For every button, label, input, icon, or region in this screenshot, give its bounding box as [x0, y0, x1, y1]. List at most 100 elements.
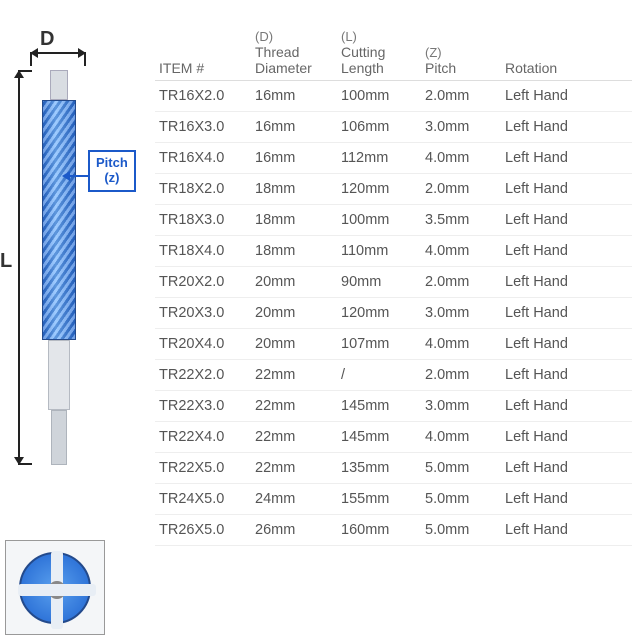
- cell-l: 107mm: [337, 329, 421, 360]
- cell-l: 106mm: [337, 112, 421, 143]
- cell-z: 2.0mm: [421, 360, 501, 391]
- cell-d: 20mm: [251, 267, 337, 298]
- col-pitch: (Z) Pitch: [421, 25, 501, 81]
- cell-r: Left Hand: [501, 81, 632, 112]
- cell-d: 18mm: [251, 236, 337, 267]
- col-z-label: Pitch: [425, 60, 456, 76]
- cell-z: 4.0mm: [421, 236, 501, 267]
- col-r-label: Rotation: [505, 60, 557, 76]
- cell-l: 100mm: [337, 81, 421, 112]
- cell-d: 20mm: [251, 329, 337, 360]
- cell-l: 100mm: [337, 205, 421, 236]
- cell-item: TR24X5.0: [155, 484, 251, 515]
- cell-item: TR18X2.0: [155, 174, 251, 205]
- table-row: TR22X2.022mm/2.0mmLeft Hand: [155, 360, 632, 391]
- col-l-sup: (L): [341, 29, 417, 44]
- cell-d: 22mm: [251, 391, 337, 422]
- cell-r: Left Hand: [501, 453, 632, 484]
- cell-item: TR22X4.0: [155, 422, 251, 453]
- page: D L Pitch (z) IT: [0, 0, 640, 640]
- table-row: TR20X2.020mm90mm2.0mmLeft Hand: [155, 267, 632, 298]
- cell-z: 3.0mm: [421, 391, 501, 422]
- tap-shank: [48, 340, 70, 410]
- table-row: TR26X5.026mm160mm5.0mmLeft Hand: [155, 515, 632, 546]
- cell-l: 160mm: [337, 515, 421, 546]
- cell-r: Left Hand: [501, 143, 632, 174]
- cell-z: 5.0mm: [421, 484, 501, 515]
- table-row: TR16X2.016mm100mm2.0mmLeft Hand: [155, 81, 632, 112]
- table-body: TR16X2.016mm100mm2.0mmLeft HandTR16X3.01…: [155, 81, 632, 546]
- pitch-label-line2: (z): [104, 170, 119, 185]
- cell-z: 3.5mm: [421, 205, 501, 236]
- table-row: TR24X5.024mm155mm5.0mmLeft Hand: [155, 484, 632, 515]
- cell-z: 4.0mm: [421, 329, 501, 360]
- cell-l: 110mm: [337, 236, 421, 267]
- cell-item: TR18X4.0: [155, 236, 251, 267]
- col-l-label: Cutting Length: [341, 44, 385, 76]
- table-row: TR20X3.020mm120mm3.0mmLeft Hand: [155, 298, 632, 329]
- col-item-label: ITEM #: [159, 60, 204, 76]
- tap-end-circle: [19, 552, 91, 624]
- cell-d: 22mm: [251, 360, 337, 391]
- cell-z: 5.0mm: [421, 515, 501, 546]
- pitch-label-line1: Pitch: [96, 155, 128, 170]
- spec-table: ITEM # (D) Thread Diameter (L) Cutting L…: [155, 25, 632, 546]
- cell-item: TR20X3.0: [155, 298, 251, 329]
- table-header: ITEM # (D) Thread Diameter (L) Cutting L…: [155, 25, 632, 81]
- col-length: (L) Cutting Length: [337, 25, 421, 81]
- cell-l: 120mm: [337, 298, 421, 329]
- cell-d: 18mm: [251, 174, 337, 205]
- cell-item: TR22X5.0: [155, 453, 251, 484]
- cell-z: 4.0mm: [421, 422, 501, 453]
- cell-item: TR16X3.0: [155, 112, 251, 143]
- cell-item: TR18X3.0: [155, 205, 251, 236]
- cell-z: 2.0mm: [421, 174, 501, 205]
- tap-square-drive: [51, 410, 67, 465]
- cell-r: Left Hand: [501, 391, 632, 422]
- cell-z: 3.0mm: [421, 298, 501, 329]
- cell-l: 135mm: [337, 453, 421, 484]
- table-row: TR22X5.022mm135mm5.0mmLeft Hand: [155, 453, 632, 484]
- col-item: ITEM #: [155, 25, 251, 81]
- cell-item: TR26X5.0: [155, 515, 251, 546]
- col-item-sup: [159, 45, 247, 60]
- tap-end-hole: [48, 581, 66, 599]
- cell-r: Left Hand: [501, 298, 632, 329]
- table-row: TR22X3.022mm145mm3.0mmLeft Hand: [155, 391, 632, 422]
- table-row: TR18X3.018mm100mm3.5mmLeft Hand: [155, 205, 632, 236]
- cell-r: Left Hand: [501, 329, 632, 360]
- col-r-sup: [505, 45, 628, 60]
- cell-d: 22mm: [251, 453, 337, 484]
- pitch-callout: Pitch (z): [88, 150, 136, 192]
- cell-item: TR16X4.0: [155, 143, 251, 174]
- tap-flutes: [42, 100, 76, 340]
- cell-item: TR20X2.0: [155, 267, 251, 298]
- cell-l: 155mm: [337, 484, 421, 515]
- cell-l: 145mm: [337, 422, 421, 453]
- l-dimension-label: L: [0, 250, 12, 273]
- cell-l: 90mm: [337, 267, 421, 298]
- cell-r: Left Hand: [501, 267, 632, 298]
- d-dimension-bracket: [30, 52, 86, 66]
- tap-graphic: [42, 70, 76, 465]
- spec-table-container: ITEM # (D) Thread Diameter (L) Cutting L…: [155, 0, 640, 640]
- cell-r: Left Hand: [501, 484, 632, 515]
- table-row: TR20X4.020mm107mm4.0mmLeft Hand: [155, 329, 632, 360]
- cell-r: Left Hand: [501, 174, 632, 205]
- cell-r: Left Hand: [501, 360, 632, 391]
- cell-d: 16mm: [251, 81, 337, 112]
- cell-r: Left Hand: [501, 236, 632, 267]
- col-diameter: (D) Thread Diameter: [251, 25, 337, 81]
- cell-l: 145mm: [337, 391, 421, 422]
- cell-r: Left Hand: [501, 205, 632, 236]
- cell-item: TR22X2.0: [155, 360, 251, 391]
- cell-z: 2.0mm: [421, 267, 501, 298]
- tap-diagram: D L Pitch (z): [0, 0, 155, 640]
- cell-item: TR22X3.0: [155, 391, 251, 422]
- cell-d: 24mm: [251, 484, 337, 515]
- cell-r: Left Hand: [501, 422, 632, 453]
- cell-d: 16mm: [251, 143, 337, 174]
- d-dimension-label: D: [40, 28, 54, 51]
- cell-z: 3.0mm: [421, 112, 501, 143]
- cell-d: 26mm: [251, 515, 337, 546]
